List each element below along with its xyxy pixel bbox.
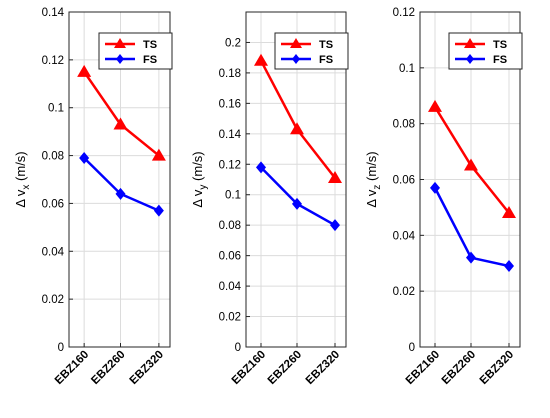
panel-1-series-ts-point-0 bbox=[77, 64, 92, 77]
panel-1-series-ts-point-2 bbox=[151, 148, 166, 161]
panel-2: 0 0.02 0.04 0.06 0.08 0.1 0.12 0.14 0.16 0.18 0.2 E… bbox=[190, 11, 349, 387]
panel-3-legend-fs-marker bbox=[466, 54, 474, 64]
panel-3-legend-box bbox=[448, 32, 523, 70]
panel-1-ytick-label-6: 0.12 bbox=[42, 55, 64, 67]
panel-1-ytick-label-3: 0.06 bbox=[42, 198, 64, 210]
panel-1-ytick-label-2: 0.04 bbox=[42, 246, 65, 258]
panel-3-legend: TS FS bbox=[448, 32, 523, 70]
panel-1-ytick-label-1: 0.02 bbox=[42, 294, 64, 306]
panel-1-legend-ts-marker bbox=[114, 38, 126, 48]
panel-3-ytick-label-3: 0.06 bbox=[393, 175, 415, 187]
panel-3-ytick-label-4: 0.08 bbox=[393, 119, 415, 131]
panel-3-series-fs-point-2 bbox=[504, 260, 514, 273]
panel-3-series-ts-point-0 bbox=[428, 99, 442, 112]
panel-3-ytick-label-2: 0.04 bbox=[393, 230, 416, 242]
panel-3-xtick-label-0: EBZ160 bbox=[404, 349, 442, 387]
panel-1-series-fs-point-2 bbox=[153, 204, 164, 217]
panel-2-series-ts-point-1 bbox=[290, 122, 304, 135]
panel-3-ytick-label-6: 0.12 bbox=[393, 7, 415, 19]
panel-2-ytick-label-3: 0.06 bbox=[219, 251, 241, 263]
panel-2-xtick-label-1: EBZ260 bbox=[266, 349, 304, 387]
panel-2-xtick-label-2: EBZ320 bbox=[304, 349, 342, 387]
panel-2-legend-ts-label: TS bbox=[319, 39, 333, 51]
panel-2-ytick-label-2: 0.04 bbox=[219, 281, 242, 293]
panel-3-xtick-label-1: EBZ260 bbox=[440, 349, 478, 387]
panel-3-series-fs-point-1 bbox=[466, 251, 476, 264]
panel-1-legend-ts-label: TS bbox=[143, 39, 157, 51]
panel-2-series-fs-point-1 bbox=[292, 197, 302, 210]
panel-3-axes-box bbox=[419, 11, 521, 348]
panel-1-ytick-label-0: 0 bbox=[58, 342, 64, 354]
panel-3-ytick-label-0: 0 bbox=[409, 342, 415, 354]
panel-1-ylabel: Δ vx (m/s) bbox=[13, 151, 32, 207]
panel-3-xtick-label-2: EBZ320 bbox=[478, 349, 516, 387]
panel-1-ytick-label-5: 0.1 bbox=[48, 103, 64, 115]
panel-2-series-fs-point-2 bbox=[330, 219, 340, 232]
panel-2-ylabel: Δ vy (m/s) bbox=[190, 151, 209, 207]
panel-1: 0 0.02 0.04 0.06 0.08 0.1 0.12 0.14 EBZ160EBZ260… bbox=[13, 7, 173, 387]
panel-3-ytick-label-1: 0.02 bbox=[393, 286, 415, 298]
panel-2-legend-fs-marker bbox=[292, 54, 300, 64]
panel-3-legend-fs-label: FS bbox=[493, 54, 507, 66]
panel-1-xtick-label-1: EBZ260 bbox=[89, 349, 127, 387]
panel-2-ytick-label-1: 0.02 bbox=[219, 312, 241, 324]
panel-1-ytick-label-4: 0.08 bbox=[42, 151, 64, 163]
panel-2-series-ts-point-0 bbox=[254, 53, 268, 66]
panel-1-series-ts-point-1 bbox=[113, 117, 128, 130]
panel-2-series-fs-point-0 bbox=[256, 161, 266, 174]
panel-1-series-fs-point-1 bbox=[115, 187, 126, 200]
panel-2-ytick-label-7: 0.14 bbox=[219, 129, 242, 141]
panel-3-series-fs-point-0 bbox=[430, 181, 440, 194]
panel-1-axes-box bbox=[68, 11, 171, 348]
panel-3-ytick-label-5: 0.1 bbox=[399, 63, 415, 75]
panel-1-legend-fs-label: FS bbox=[143, 54, 157, 66]
panel-2-ytick-label-10: 0.2 bbox=[225, 37, 241, 49]
panel-3-legend-ts-marker bbox=[464, 38, 476, 48]
panel-2-ytick-label-6: 0.12 bbox=[219, 159, 241, 171]
panel-1-legend-fs-marker bbox=[116, 54, 124, 64]
panel-1-xtick-label-0: EBZ160 bbox=[53, 349, 91, 387]
panel-1-ytick-label-7: 0.14 bbox=[42, 7, 65, 19]
panel-3-series-ts-point-2 bbox=[502, 206, 516, 218]
panel-3-ylabel: Δ vz (m/s) bbox=[364, 151, 383, 207]
panel-2-series-ts-point-2 bbox=[328, 170, 342, 183]
panel-2-ytick-label-9: 0.18 bbox=[219, 68, 241, 80]
panel-1-series-fs-point-0 bbox=[79, 151, 90, 164]
panel-2-axes-box bbox=[245, 11, 347, 348]
panel-3-legend-ts-label: TS bbox=[493, 39, 507, 51]
panel-2-xtick-label-0: EBZ160 bbox=[230, 349, 268, 387]
panel-2-legend-fs-label: FS bbox=[319, 54, 333, 66]
panel-2-ytick-label-0: 0 bbox=[235, 342, 241, 354]
panel-2-legend-ts-marker bbox=[290, 38, 302, 48]
panel-2-ytick-label-8: 0.16 bbox=[219, 98, 241, 110]
panel-1-xtick-label-2: EBZ320 bbox=[128, 349, 166, 387]
panel-1-legend-box bbox=[98, 32, 173, 70]
panel-3-series-ts-point-1 bbox=[464, 158, 478, 171]
panel-2-ytick-label-5: 0.1 bbox=[225, 190, 241, 202]
panel-2-ytick-label-4: 0.08 bbox=[219, 220, 241, 232]
panel-1-legend: TS FS bbox=[98, 32, 173, 70]
panel-2-legend-box bbox=[274, 32, 349, 70]
panel-2-legend: TS FS bbox=[274, 32, 349, 70]
